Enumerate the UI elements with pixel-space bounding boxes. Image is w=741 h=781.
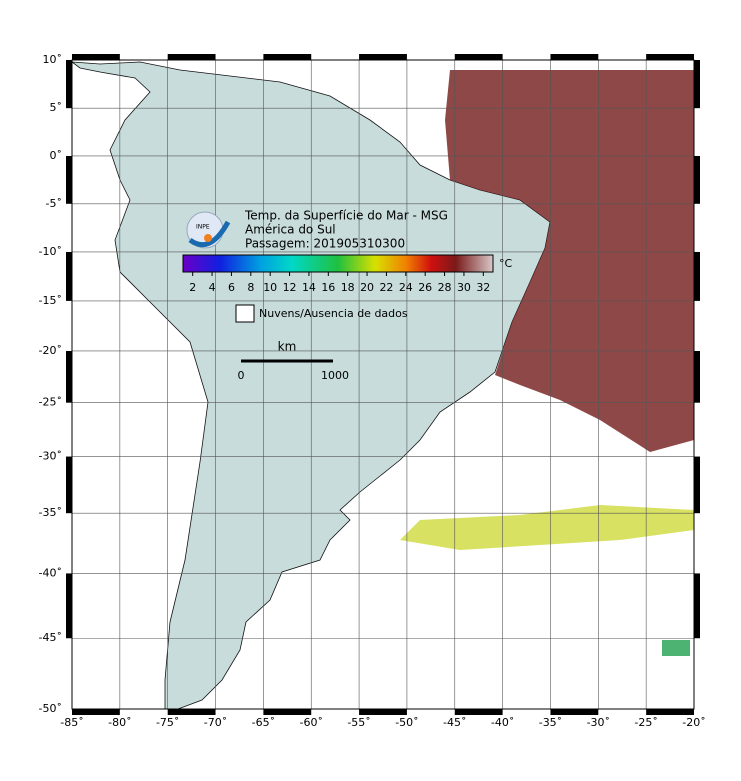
- y-tick-label: -50˚: [39, 702, 62, 715]
- frame-segment: [694, 573, 700, 639]
- logo: INPE: [186, 211, 231, 249]
- x-tick-label: -50˚: [395, 716, 418, 729]
- colorbar-tick-label: 24: [399, 281, 413, 294]
- colorbar-tick-label: 26: [418, 281, 432, 294]
- y-tick-label: 10˚: [43, 53, 63, 66]
- frame-segment: [359, 54, 407, 60]
- colorbar-tick-label: 16: [321, 281, 335, 294]
- frame-segment: [646, 709, 694, 715]
- title-line: Passagem: 201905310300: [245, 237, 405, 251]
- y-tick-label: -45˚: [39, 631, 62, 644]
- frame-segment: [694, 456, 700, 514]
- x-tick-label: -35˚: [539, 716, 562, 729]
- frame-segment: [694, 155, 700, 204]
- cloud-free-sst-north: [445, 70, 694, 452]
- colorbar-tick-label: 6: [228, 281, 235, 294]
- x-tick-label: -65˚: [252, 716, 275, 729]
- colorbar-tick-label: 12: [283, 281, 297, 294]
- colorbar-tick-label: 20: [360, 281, 374, 294]
- frame-segment: [66, 456, 72, 514]
- colorbar-tick-label: 28: [438, 281, 452, 294]
- frame-segment: [263, 54, 312, 60]
- colorbar: [182, 254, 494, 273]
- y-tick-label: -40˚: [39, 566, 62, 579]
- x-tick-label: -80˚: [108, 716, 131, 729]
- logo-text: INPE: [196, 224, 210, 231]
- frame-segment: [263, 709, 312, 715]
- frame-segment: [550, 709, 599, 715]
- y-tick-label: 0˚: [50, 149, 63, 162]
- frame-segment: [66, 350, 72, 403]
- colorbar-tick-label: 4: [209, 281, 216, 294]
- frame-segment: [72, 54, 120, 60]
- frame-segment: [359, 709, 407, 715]
- y-tick-label: -20˚: [39, 344, 62, 357]
- x-tick-label: -55˚: [347, 716, 370, 729]
- frame-segment: [694, 350, 700, 403]
- logo-arrow: [188, 220, 231, 247]
- colorbar-tick-label: 18: [341, 281, 355, 294]
- frame-segment: [66, 60, 72, 109]
- title-line: América do Sul: [245, 223, 336, 237]
- colorbar-unit: °C: [499, 257, 513, 270]
- colorbar-tick-label: 32: [476, 281, 490, 294]
- x-tick-label: -70˚: [204, 716, 227, 729]
- frame-segment: [167, 709, 216, 715]
- frame-segment: [646, 54, 694, 60]
- frame-segment: [454, 54, 503, 60]
- y-tick-label: -15˚: [39, 294, 62, 307]
- y-tick-label: -10˚: [39, 245, 62, 258]
- x-tick-label: -40˚: [491, 716, 514, 729]
- x-tick-label: -20˚: [682, 716, 705, 729]
- scale-start: 0: [238, 369, 245, 382]
- y-tick-label: -30˚: [39, 450, 62, 463]
- frame-segment: [72, 709, 120, 715]
- frame-segment: [167, 54, 216, 60]
- colorbar-tick-label: 10: [263, 281, 277, 294]
- sst-patch-green: [662, 640, 690, 656]
- frame-segment: [66, 155, 72, 204]
- colorbar-tick-label: 8: [247, 281, 254, 294]
- frame-segment: [66, 251, 72, 301]
- legend-text: Nuvens/Ausencia de dados: [259, 307, 408, 320]
- colorbar-tick-label: 30: [457, 281, 471, 294]
- frame-segment: [694, 251, 700, 301]
- x-tick-label: -60˚: [299, 716, 322, 729]
- scale-end: 1000: [321, 369, 349, 382]
- y-tick-label: -25˚: [39, 396, 62, 409]
- x-tick-label: -30˚: [587, 716, 610, 729]
- legend-swatch: [235, 304, 255, 323]
- sst-patch-south: [400, 505, 694, 550]
- frame-segment: [454, 709, 503, 715]
- y-tick-label: 5˚: [50, 101, 63, 114]
- map-body: [72, 61, 694, 709]
- x-tick-label: -45˚: [443, 716, 466, 729]
- y-tick-label: -35˚: [39, 506, 62, 519]
- map-frame: [71, 59, 695, 710]
- colorbar-tick-label: 2: [189, 281, 196, 294]
- colorbar-tick-label: 22: [379, 281, 393, 294]
- colorbar-ticks: 2 4 6 8 10 12 14 16 18 20 22 24 26 28 30 32: [189, 272, 490, 294]
- y-tick-label: -5˚: [46, 197, 62, 210]
- frame-segment: [550, 54, 599, 60]
- x-tick-label: -75˚: [156, 716, 179, 729]
- x-tick-label: -25˚: [634, 716, 657, 729]
- colorbar-tick-label: 14: [302, 281, 316, 294]
- frame-segment: [694, 60, 700, 109]
- x-tick-label: -85˚: [60, 716, 83, 729]
- title-line: Temp. da Superfície do Mar - MSG: [244, 209, 448, 223]
- scale-unit: km: [278, 340, 297, 354]
- logo-dot: [204, 234, 212, 242]
- frame-segment: [66, 573, 72, 639]
